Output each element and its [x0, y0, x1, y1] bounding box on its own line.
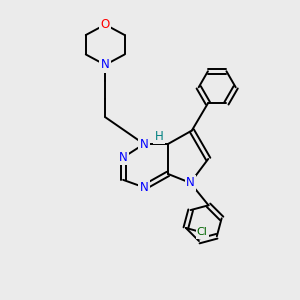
Text: H: H	[154, 130, 163, 143]
Text: N: N	[119, 151, 128, 164]
Text: N: N	[140, 137, 148, 151]
Text: O: O	[100, 18, 110, 31]
Text: Cl: Cl	[197, 227, 208, 237]
Text: N: N	[140, 181, 148, 194]
Text: N: N	[186, 176, 195, 189]
Text: N: N	[101, 58, 110, 71]
